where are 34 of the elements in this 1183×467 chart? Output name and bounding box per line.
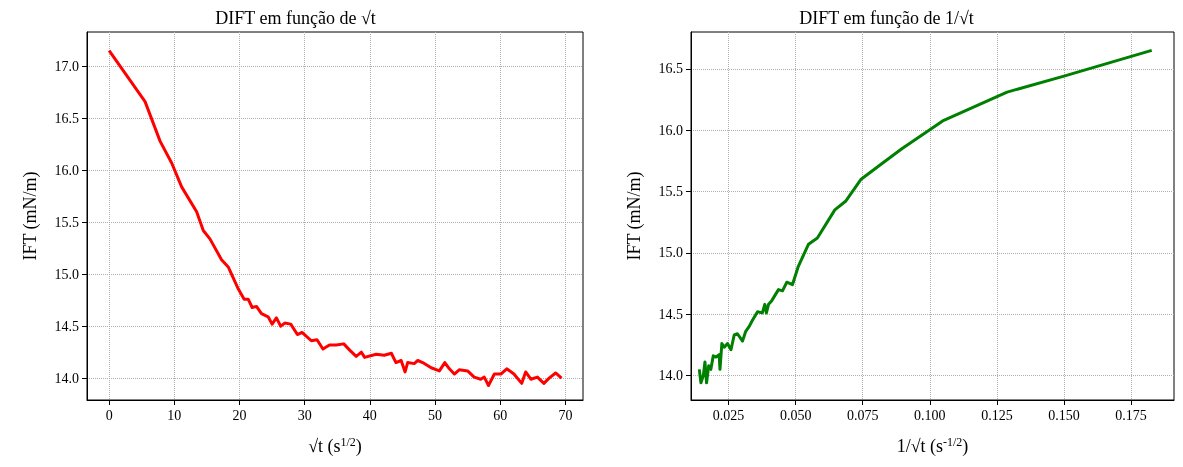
line-series bbox=[107, 49, 563, 387]
y-tick-label: 16.5 bbox=[54, 110, 79, 126]
x-tick-label: 0.075 bbox=[846, 407, 879, 423]
y-tick-label: 15.5 bbox=[658, 183, 683, 199]
y-tick-label: 15.0 bbox=[54, 266, 79, 282]
y-tick-label: 14.5 bbox=[54, 318, 79, 334]
x-tick-label: 0.050 bbox=[779, 407, 812, 423]
x-tick-label: 70 bbox=[558, 407, 573, 423]
x-tick-label: 0.025 bbox=[712, 407, 745, 423]
line-series bbox=[697, 48, 1154, 385]
y-tick-label: 16.0 bbox=[54, 162, 79, 178]
x-tick-label: 0 bbox=[105, 407, 113, 423]
chart-title: DIFT em função de 1/√t bbox=[799, 8, 974, 28]
y-tick-label: 14.0 bbox=[658, 367, 683, 383]
x-tick-label: 60 bbox=[493, 407, 508, 423]
x-tick-label: 0.125 bbox=[981, 407, 1013, 423]
y-tick-label: 16.0 bbox=[658, 122, 683, 138]
x-tick-label: 30 bbox=[297, 407, 312, 423]
y-tick-label: 15.0 bbox=[658, 245, 683, 261]
y-axis-title: IFT (mN/m) bbox=[624, 171, 645, 261]
y-axis-title: IFT (mN/m) bbox=[20, 171, 41, 261]
y-tick-label: 15.5 bbox=[54, 214, 79, 230]
x-tick-label: 0.100 bbox=[914, 407, 946, 423]
x-tick-label: 0.150 bbox=[1048, 407, 1080, 423]
x-tick-label: 0.175 bbox=[1115, 407, 1147, 423]
chart-title: DIFT em função de √t bbox=[215, 8, 376, 28]
x-tick-label: 20 bbox=[232, 407, 247, 423]
y-tick-label: 14.5 bbox=[658, 306, 683, 322]
y-tick-label: 14.0 bbox=[54, 370, 79, 386]
x-tick-label: 40 bbox=[362, 407, 377, 423]
x-tick-label: 50 bbox=[428, 407, 443, 423]
x-tick-label: 10 bbox=[167, 407, 182, 423]
y-tick-label: 16.5 bbox=[658, 61, 683, 77]
y-tick-label: 17.0 bbox=[54, 58, 79, 74]
